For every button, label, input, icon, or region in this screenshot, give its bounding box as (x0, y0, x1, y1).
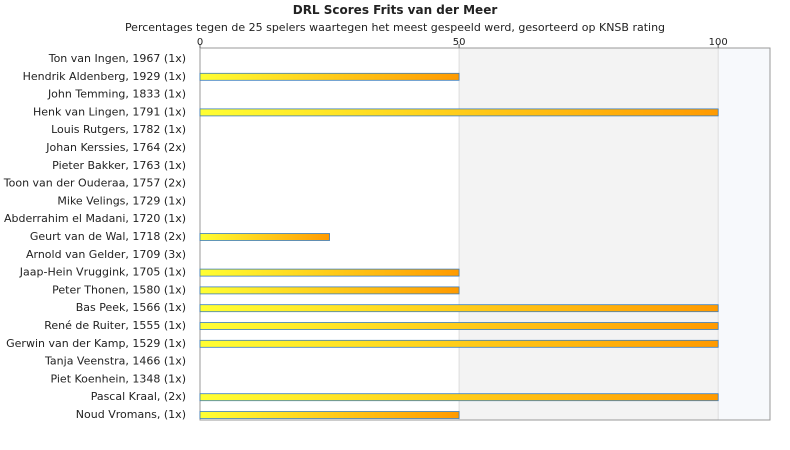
category-label: Pieter Bakker, 1763 (1x) (52, 159, 186, 172)
plot-band (718, 48, 770, 420)
x-tick-label: 100 (709, 37, 728, 48)
bar (199, 108, 719, 117)
x-axis: 0 50 100 (197, 37, 728, 48)
bars (199, 72, 719, 419)
bar (199, 233, 330, 241)
category-label: Pascal Kraal, (2x) (91, 390, 186, 403)
category-label: René de Ruiter, 1555 (1x) (44, 319, 186, 332)
category-label: Gerwin van der Kamp, 1529 (1x) (6, 337, 186, 350)
bar (199, 411, 460, 419)
bar (199, 393, 719, 402)
category-label: Noud Vromans, (1x) (76, 408, 186, 421)
category-label: Henk van Lingen, 1791 (1x) (33, 105, 186, 118)
bar (199, 72, 460, 81)
category-label: Johan Kerssies, 1764 (2x) (45, 141, 186, 154)
chart-subtitle: Percentages tegen de 25 spelers waartege… (124, 21, 666, 34)
category-label: Mike Velings, 1729 (1x) (57, 194, 186, 207)
bar (199, 268, 460, 277)
category-label: Ton van Ingen, 1967 (1x) (48, 52, 186, 65)
category-label: Louis Rutgers, 1782 (1x) (51, 123, 186, 136)
category-label: Jaap-Hein Vruggink, 1705 (1x) (19, 266, 186, 279)
plot-band (459, 48, 719, 420)
x-tick-label: 50 (453, 37, 466, 48)
category-label: Toon van der Ouderaa, 1757 (2x) (3, 177, 186, 190)
category-label: Geurt van de Wal, 1718 (2x) (30, 230, 186, 243)
bar (199, 322, 719, 330)
bar (199, 286, 460, 295)
bar (199, 304, 719, 313)
category-label: Arnold van Gelder, 1709 (3x) (26, 248, 186, 261)
bar (199, 339, 719, 348)
category-label: John Temming, 1833 (1x) (47, 88, 186, 101)
category-label: Tanja Veenstra, 1466 (1x) (44, 355, 186, 368)
category-label: Hendrik Aldenberg, 1929 (1x) (23, 70, 186, 83)
category-label: Piet Koenhein, 1348 (1x) (50, 372, 186, 385)
chart-title: DRL Scores Frits van der Meer (292, 3, 498, 17)
category-label: Bas Peek, 1566 (1x) (76, 301, 186, 314)
category-labels: Ton van Ingen, 1967 (1x) Hendrik Aldenber… (3, 52, 186, 421)
category-label: Abderrahim el Madani, 1720 (1x) (4, 212, 186, 225)
x-tick-label: 0 (197, 37, 203, 48)
category-label: Peter Thonen, 1580 (1x) (52, 283, 186, 296)
